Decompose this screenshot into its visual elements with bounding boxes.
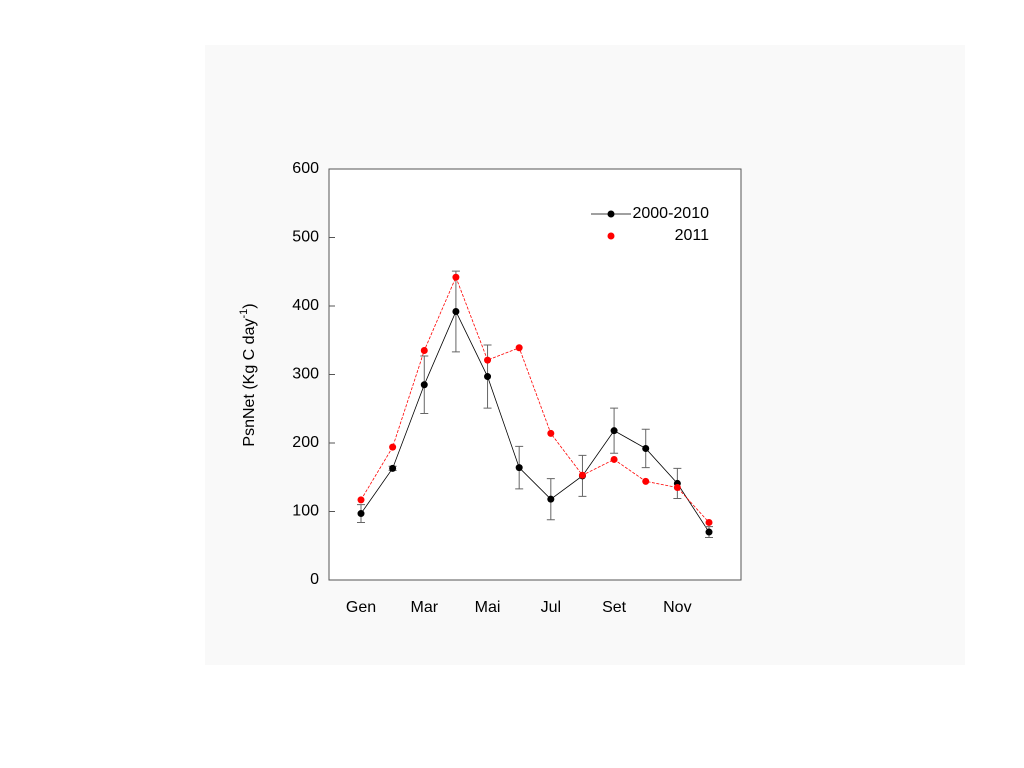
data-point xyxy=(642,477,650,485)
data-point xyxy=(610,455,618,463)
y-axis-label: PsnNet (Kg C day-1) xyxy=(238,303,258,446)
data-point xyxy=(515,344,523,352)
data-point xyxy=(578,471,586,479)
data-point xyxy=(420,381,428,389)
plot-frame xyxy=(328,168,742,581)
data-point xyxy=(357,496,365,504)
legend-marker xyxy=(607,210,615,218)
y-tick-label: 100 xyxy=(292,503,319,520)
y-label-suffix: ) xyxy=(241,303,258,308)
data-point xyxy=(452,307,460,315)
x-tick-label: Mai xyxy=(475,599,501,616)
data-point xyxy=(389,443,397,451)
data-point xyxy=(547,495,555,503)
data-point xyxy=(452,273,460,281)
series-line xyxy=(360,310,710,533)
data-point xyxy=(357,510,365,518)
y-tick-label: 300 xyxy=(292,366,319,383)
y-tick-label: 500 xyxy=(292,229,319,246)
data-point xyxy=(484,373,492,381)
data-point xyxy=(515,464,523,472)
data-point xyxy=(420,347,428,355)
data-point xyxy=(705,518,713,526)
y-tick-label: 200 xyxy=(292,434,319,451)
x-tick-label: Set xyxy=(602,599,627,616)
y-tick-label: 0 xyxy=(310,571,319,588)
data-point xyxy=(673,484,681,492)
x-tick-label: Gen xyxy=(346,599,376,616)
y-tick-label: 400 xyxy=(292,297,319,314)
series-line xyxy=(360,276,710,523)
data-point xyxy=(610,427,618,435)
data-point xyxy=(547,429,555,437)
y-tick-label: 600 xyxy=(292,160,319,177)
x-tick-label: Nov xyxy=(663,599,691,616)
y-label-superscript: -1 xyxy=(238,309,250,319)
data-point xyxy=(705,528,713,536)
data-point xyxy=(642,444,650,452)
legend-label: 2011 xyxy=(675,227,710,244)
legend-marker xyxy=(607,232,615,240)
x-tick-label: Jul xyxy=(541,599,561,616)
data-point xyxy=(484,356,492,364)
x-tick-label: Mar xyxy=(410,599,438,616)
legend-label: 2000-2010 xyxy=(632,205,709,222)
y-label-text: PsnNet (Kg C day xyxy=(241,319,258,447)
data-point xyxy=(389,464,397,472)
